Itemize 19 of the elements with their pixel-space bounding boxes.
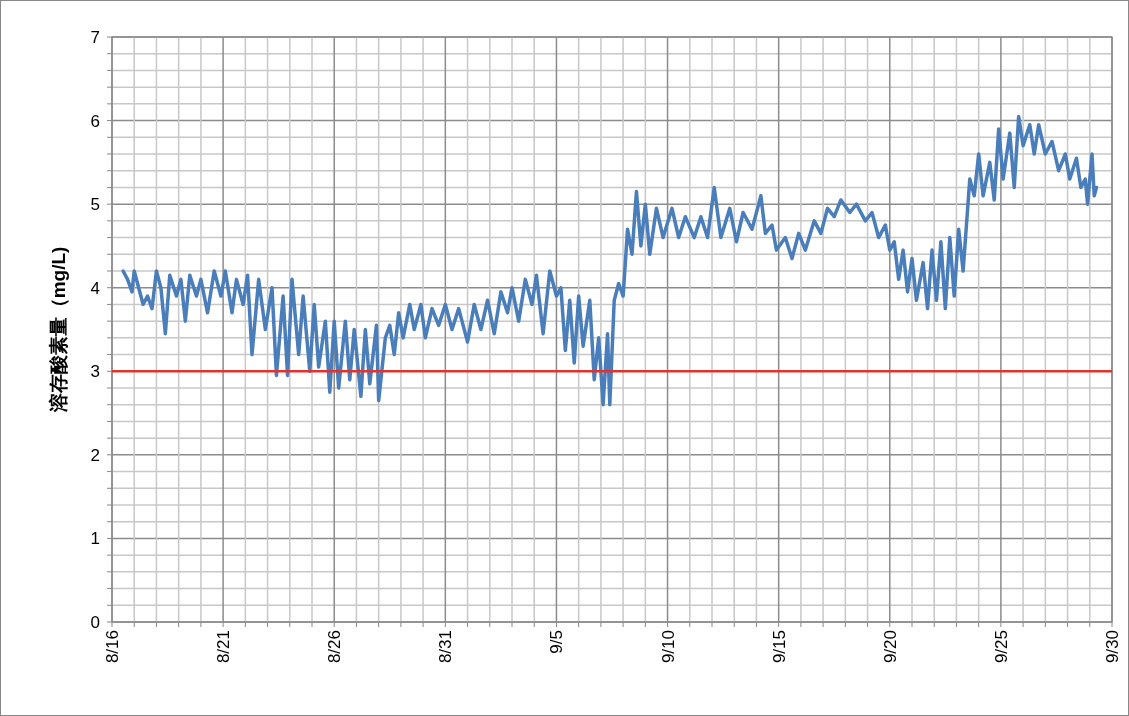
x-tick-label: 9/15 xyxy=(769,630,789,664)
x-tick-label: 8/21 xyxy=(214,630,234,664)
x-tick-label: 8/26 xyxy=(325,630,345,664)
x-tick-label: 8/16 xyxy=(103,630,122,664)
y-tick-label: 0 xyxy=(90,613,100,632)
y-tick-label: 5 xyxy=(90,195,100,215)
x-tick-label: 9/30 xyxy=(1103,630,1122,664)
y-axis-title: 溶存酸素量（mg/L) xyxy=(48,246,69,414)
y-tick-label: 1 xyxy=(90,529,100,549)
x-tick-label: 9/10 xyxy=(658,630,678,664)
y-tick-label: 7 xyxy=(90,28,100,47)
y-tick-label: 2 xyxy=(90,445,100,465)
y-tick-label: 3 xyxy=(90,362,100,382)
y-tick-label: 4 xyxy=(90,278,100,298)
x-tick-label: 9/25 xyxy=(991,630,1011,664)
x-tick-label: 9/5 xyxy=(547,630,567,654)
x-tick-label: 8/31 xyxy=(436,630,456,664)
y-tick-label: 6 xyxy=(90,111,100,131)
x-tick-label: 9/20 xyxy=(880,630,900,664)
